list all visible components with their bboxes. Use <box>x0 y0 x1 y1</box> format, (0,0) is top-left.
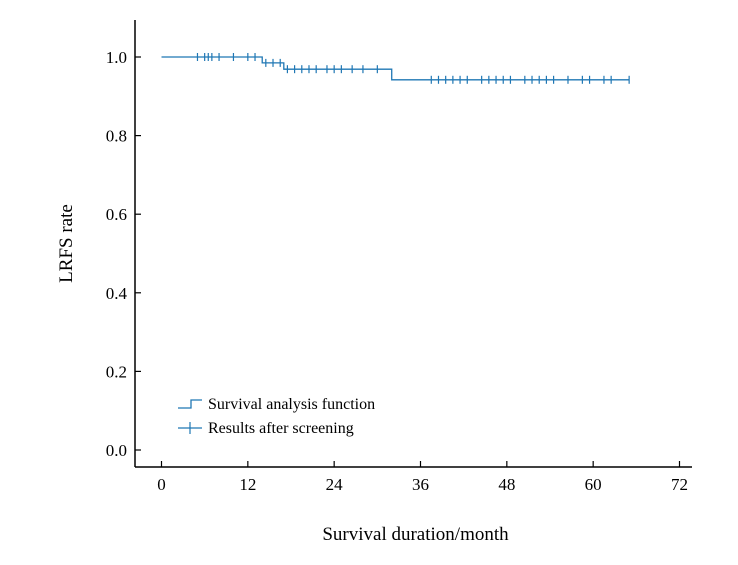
y-axis-title: LRFS rate <box>56 204 77 283</box>
plot-area <box>161 53 630 84</box>
x-ticks: 0 12 24 36 48 60 72 <box>157 461 688 494</box>
survival-step-line <box>161 56 630 81</box>
x-tick-label: 72 <box>671 475 688 494</box>
legend-cross-icon <box>178 422 202 434</box>
x-tick-label: 36 <box>412 475 429 494</box>
x-tick-label: 12 <box>239 475 256 494</box>
y-tick-label: 0.8 <box>106 127 127 146</box>
y-tick-label: 1.0 <box>106 48 127 67</box>
x-tick-label: 0 <box>157 475 166 494</box>
y-tick-label: 0.0 <box>106 441 127 460</box>
legend-label-survival: Survival analysis function <box>208 396 375 413</box>
x-tick-label: 24 <box>326 475 344 494</box>
legend: Survival analysis function Results after… <box>178 396 375 437</box>
y-tick-label: 0.6 <box>106 205 127 224</box>
x-tick-label: 60 <box>585 475 602 494</box>
y-tick-label: 0.4 <box>106 284 128 303</box>
y-tick-label: 0.2 <box>106 362 127 381</box>
axes <box>134 20 692 468</box>
y-ticks: 0.0 0.2 0.4 0.6 0.8 1.0 <box>106 48 141 460</box>
x-axis-title: Survival duration/month <box>322 524 509 545</box>
legend-label-censor: Results after screening <box>208 420 354 437</box>
x-tick-label: 48 <box>498 475 515 494</box>
legend-step-icon <box>178 399 202 409</box>
